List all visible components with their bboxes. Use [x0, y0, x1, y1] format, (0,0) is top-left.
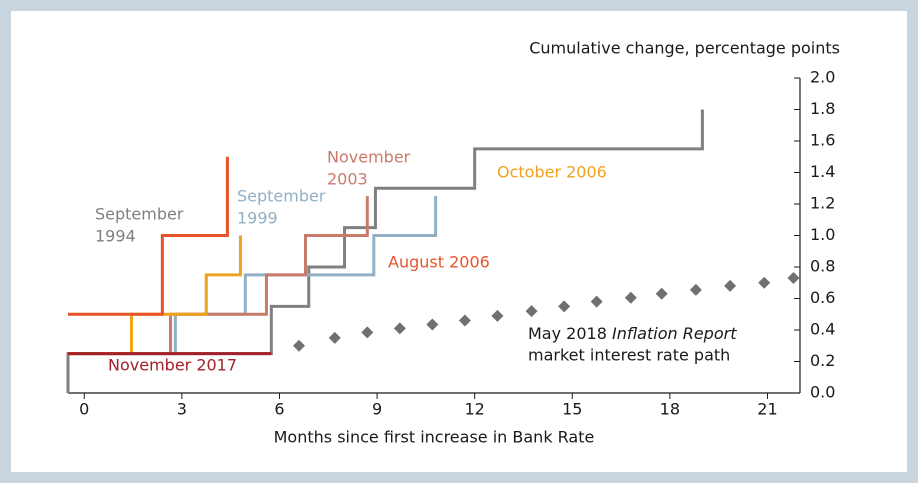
- market-point: [491, 309, 504, 322]
- x-tick-label: 15: [562, 400, 582, 419]
- market-label: market interest rate path: [528, 346, 730, 365]
- market-point: [361, 326, 374, 339]
- y-tick-label: 1.0: [810, 225, 835, 244]
- series-label: November: [327, 148, 411, 167]
- series-label: 2003: [327, 170, 368, 189]
- y-tick-label: 1.6: [810, 131, 835, 150]
- market-label-part: May 2018: [528, 324, 612, 343]
- market-point: [458, 314, 471, 327]
- series-label: September: [95, 205, 184, 224]
- y-tick-label: 1.2: [810, 194, 835, 213]
- x-axis-label: Months since first increase in Bank Rate: [274, 428, 595, 447]
- y-tick-label: 0.6: [810, 288, 835, 307]
- market-point: [655, 287, 668, 300]
- x-tick-label: 21: [757, 400, 777, 419]
- market-point: [724, 279, 737, 292]
- series-label: August 2006: [388, 253, 490, 272]
- y-tick-label: 0.2: [810, 351, 835, 370]
- x-tick-label: 6: [274, 400, 284, 419]
- step-line: [68, 156, 229, 316]
- y-tick-label: 1.4: [810, 162, 835, 181]
- y-tick-label: 0.4: [810, 320, 835, 339]
- market-label-part: Inflation Report: [612, 324, 737, 343]
- market-point: [525, 305, 538, 318]
- market-point: [689, 283, 702, 296]
- market-point: [393, 322, 406, 335]
- series-label: November 2017: [108, 356, 237, 375]
- market-point: [558, 300, 571, 313]
- market-label: May 2018 Inflation Report: [528, 324, 737, 343]
- market-point: [624, 291, 637, 304]
- x-tick-label: 0: [79, 400, 89, 419]
- market-point: [292, 339, 305, 352]
- series-label: 1994: [95, 227, 136, 246]
- step-line: [68, 196, 438, 356]
- step-line: [66, 109, 704, 393]
- y-tick-label: 1.8: [810, 99, 835, 118]
- step-line: [68, 196, 369, 356]
- x-tick-label: 18: [660, 400, 680, 419]
- series-label: 1999: [237, 209, 278, 228]
- market-point: [590, 295, 603, 308]
- market-point: [328, 331, 341, 344]
- series-label: September: [237, 187, 326, 206]
- panel: [11, 11, 907, 472]
- market-point: [426, 318, 439, 331]
- x-tick-label: 3: [177, 400, 187, 419]
- market-point: [758, 276, 771, 289]
- y-tick-label: 0.8: [810, 257, 835, 276]
- y-axis-label: Cumulative change, percentage points: [529, 39, 840, 58]
- y-tick-label: 0.0: [810, 383, 835, 402]
- x-tick-label: 12: [464, 400, 484, 419]
- x-tick-label: 9: [372, 400, 382, 419]
- series-label: October 2006: [497, 163, 607, 182]
- market-point: [787, 272, 800, 285]
- y-tick-label: 2.0: [810, 68, 835, 87]
